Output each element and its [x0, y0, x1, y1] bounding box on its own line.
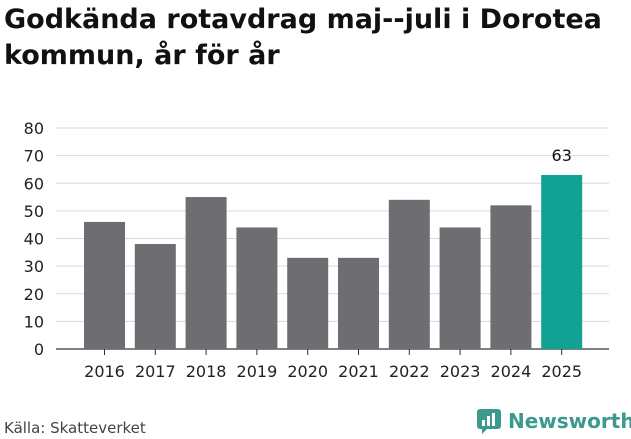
y-tick-label: 0 — [34, 340, 44, 359]
newsworthy-logo-icon — [477, 409, 501, 434]
y-tick-label: 70 — [24, 147, 44, 166]
x-tick-label: 2019 — [237, 362, 278, 381]
data-labels: 63 — [552, 146, 572, 165]
y-tick-label: 60 — [24, 174, 44, 193]
bar-2020 — [287, 257, 329, 349]
bar-2023 — [439, 227, 481, 349]
bar-2025 — [541, 174, 583, 349]
y-tick-label: 30 — [24, 257, 44, 276]
y-tick-label: 40 — [24, 230, 44, 249]
x-tick-label: 2018 — [186, 362, 227, 381]
x-tick-label: 2016 — [84, 362, 125, 381]
x-tick-label: 2017 — [135, 362, 176, 381]
x-tick-label: 2024 — [491, 362, 532, 381]
data-label: 63 — [552, 146, 572, 165]
x-tick-label: 2023 — [440, 362, 481, 381]
x-tick-label: 2020 — [287, 362, 328, 381]
bar-2024 — [490, 205, 532, 349]
bar-2019 — [236, 227, 278, 349]
bar-2016 — [84, 221, 125, 349]
bar-2022 — [388, 199, 430, 349]
y-tick-label: 10 — [24, 312, 44, 331]
x-tick-label: 2025 — [541, 362, 582, 381]
y-axis-ticks: 0 10 20 30 40 50 60 70 80 — [24, 119, 44, 359]
bar-2018 — [185, 197, 227, 349]
newsworthy-brand: Newsworthy — [476, 408, 631, 434]
x-axis-ticks: 2016 2017 2018 2019 2020 2021 2022 2023 2024 2025 — [84, 349, 582, 381]
bar-2021 — [338, 257, 379, 349]
bars — [84, 174, 583, 349]
chart-title: Godkända rotavdrag maj--juli i Dorotea k… — [4, 4, 602, 71]
brand-name: Newsworthy — [508, 409, 631, 433]
bar-2017 — [134, 244, 176, 349]
y-tick-label: 50 — [24, 202, 44, 221]
source-note: Källa: Skatteverket — [4, 419, 146, 437]
x-tick-label: 2021 — [338, 362, 379, 381]
y-tick-label: 20 — [24, 285, 44, 304]
x-tick-label: 2022 — [389, 362, 430, 381]
y-tick-label: 80 — [24, 119, 44, 138]
